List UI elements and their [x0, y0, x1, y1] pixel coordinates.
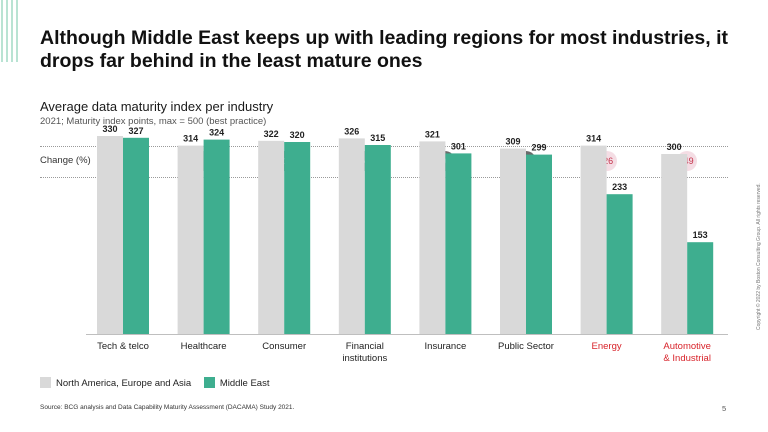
bar-series2	[687, 242, 714, 334]
bar-series1	[419, 141, 446, 334]
data-label: 153	[693, 230, 708, 240]
legend-item-series2: Middle East	[203, 377, 270, 389]
data-label: 322	[264, 129, 279, 139]
legend-swatch-series2	[203, 377, 215, 388]
page-number: 5	[722, 404, 727, 413]
data-label: 321	[425, 129, 440, 139]
category-label: Automotive	[663, 341, 711, 352]
legend-label-series2: Middle East	[219, 378, 270, 389]
data-label: 320	[290, 130, 305, 140]
category-label: Financial	[346, 341, 384, 352]
copyright-note: Copyright © 2022 by Boston Consulting Gr…	[756, 183, 762, 330]
chart-title: Average data maturity index per industry	[40, 99, 274, 114]
bar-series2	[445, 153, 472, 334]
data-label: 315	[370, 133, 385, 143]
bar-series2	[364, 145, 391, 334]
data-label: 233	[612, 182, 627, 192]
source-note: Source: BCG analysis and Data Capability…	[40, 404, 295, 411]
legend-item-series1: North America, Europe and Asia	[40, 377, 191, 389]
bar-series1	[500, 148, 526, 334]
headline: Although Middle East keeps up with leadi…	[40, 27, 728, 72]
bar-series1	[258, 140, 285, 334]
category-label: & Industrial	[663, 353, 711, 364]
decorative-stripes	[0, 0, 22, 62]
data-label: 300	[667, 142, 682, 152]
bar-series1	[338, 138, 365, 334]
bar-series1	[97, 136, 123, 334]
bar-series1	[580, 145, 607, 334]
bar-series2	[526, 154, 552, 334]
data-label: 301	[451, 141, 466, 151]
legend-swatch-series1	[40, 377, 51, 388]
category-label: Energy	[592, 341, 622, 352]
legend: North America, Europe and Asia Middle Ea…	[40, 377, 279, 389]
bar-series2	[123, 137, 149, 334]
data-label: 324	[209, 128, 224, 138]
data-label: 330	[102, 124, 117, 134]
category-label: Healthcare	[181, 341, 227, 352]
data-label: 327	[128, 126, 143, 136]
bar-series2	[606, 194, 633, 334]
category-label: institutions	[342, 353, 387, 364]
data-label: 314	[183, 134, 198, 144]
bar-series2	[284, 142, 311, 334]
data-label: 309	[505, 137, 520, 147]
legend-label-series1: North America, Europe and Asia	[56, 378, 192, 389]
category-label: Tech & telco	[97, 341, 149, 352]
bar-series1	[177, 145, 204, 334]
data-label: 314	[586, 134, 601, 144]
bar-series2	[203, 139, 230, 334]
data-label: 326	[344, 126, 359, 136]
category-label: Insurance	[425, 341, 467, 352]
data-label: 299	[531, 143, 546, 153]
chart-note: 2021; Maturity index points, max = 500 (…	[40, 116, 267, 127]
category-label: Consumer	[262, 341, 306, 352]
bar-series1	[661, 154, 688, 334]
change-label: Change (%)	[40, 155, 91, 166]
category-label: Public Sector	[498, 341, 554, 352]
